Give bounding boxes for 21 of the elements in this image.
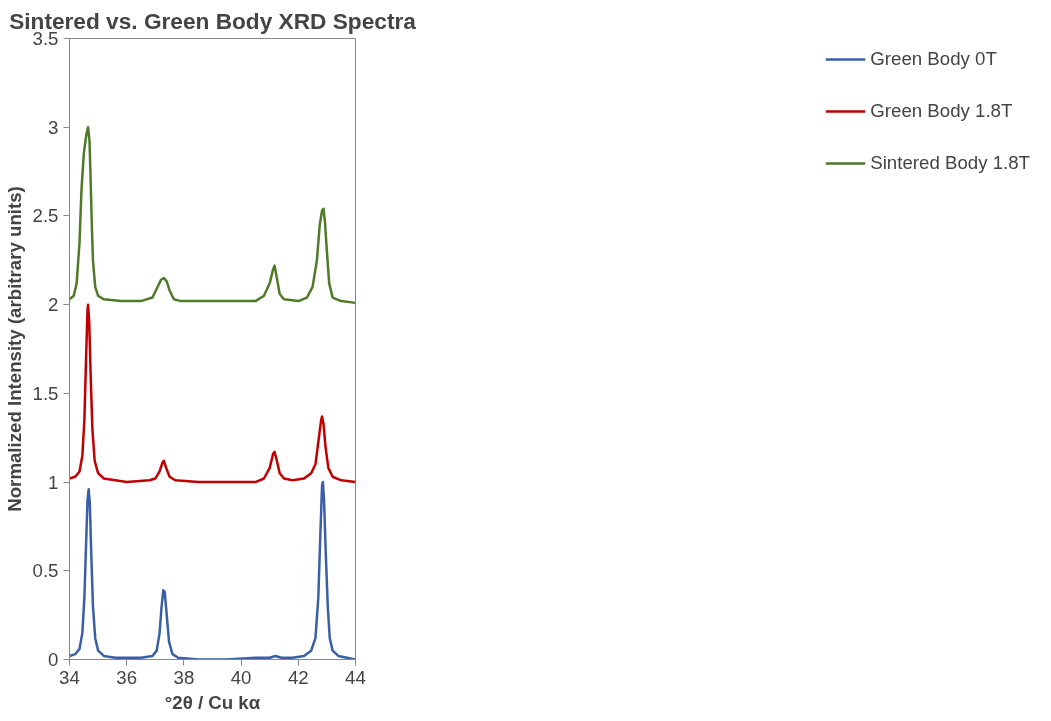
legend-label: Sintered Body 1.8T xyxy=(870,152,1030,174)
x-axis-title: °2θ / Cu kα xyxy=(164,691,261,713)
x-tick-label: 36 xyxy=(116,666,138,688)
y-axis-title: Normalized Intensity (arbitrary units) xyxy=(3,186,25,512)
x-tick-label: 40 xyxy=(230,666,252,688)
y-tick-label: 1 xyxy=(48,471,59,493)
x-tick-label: 44 xyxy=(345,666,366,688)
line-series xyxy=(69,125,356,305)
legend-label: Green Body 0T xyxy=(870,48,997,70)
y-tick-label: 3.5 xyxy=(32,28,59,49)
y-tick-label: 2.5 xyxy=(32,205,59,227)
y-tick-label: 2 xyxy=(48,294,59,316)
x-tick-label: 38 xyxy=(173,666,195,688)
x-tick-label: 42 xyxy=(287,666,309,688)
y-tick-label: 1.5 xyxy=(32,382,59,404)
y-tick-label: 3 xyxy=(48,116,59,138)
line-series xyxy=(69,303,356,484)
y-tick-label: 0 xyxy=(48,649,59,670)
x-tick-label: 34 xyxy=(59,666,80,688)
y-tick-label: 0.5 xyxy=(32,560,59,582)
legend-label: Green Body 1.8T xyxy=(870,100,1013,122)
